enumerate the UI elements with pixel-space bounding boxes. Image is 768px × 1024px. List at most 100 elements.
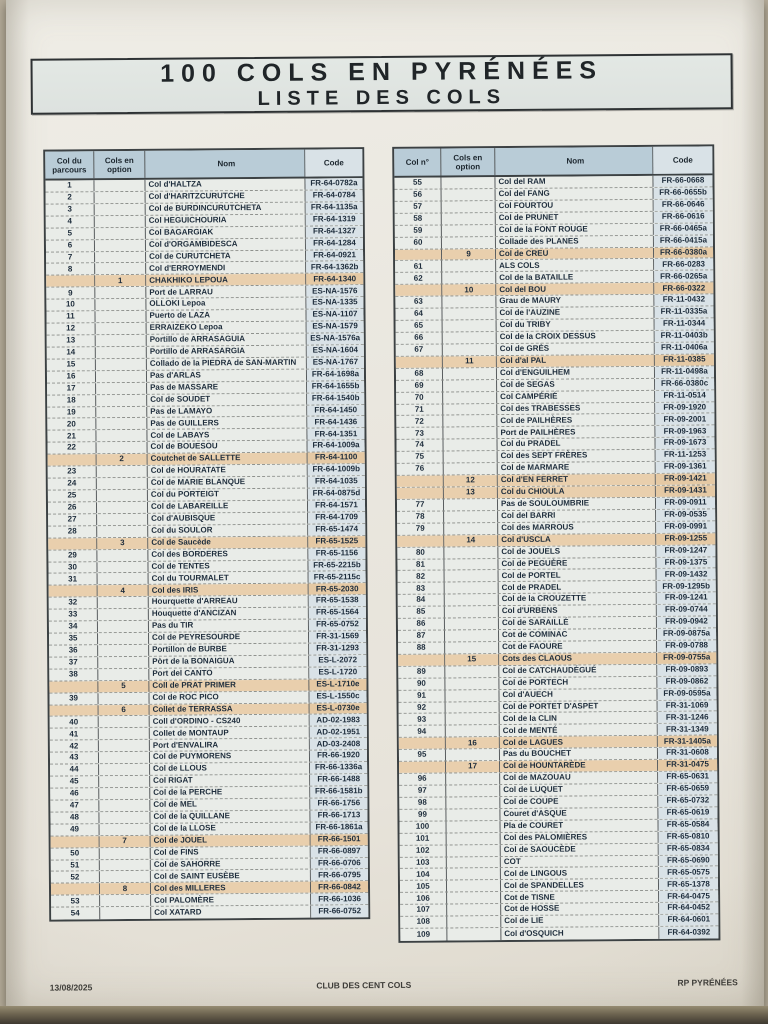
cell-code: FR-09-1431 — [655, 485, 715, 497]
table-body-left: 1 Col d'HALTZA FR-64-0782a 2 Col d'HARITZCUR… — [45, 178, 369, 920]
cell-code: FR-64-1035 — [307, 476, 365, 488]
cell-col-number: 2 — [45, 192, 95, 204]
cell-option: 13 — [443, 487, 498, 499]
cell-code: ES-NA-1576a — [306, 333, 364, 345]
cell-name: Col del BARRI — [498, 509, 657, 522]
cell-col-number: 21 — [47, 430, 97, 442]
cell-name: Col del FANG — [495, 187, 654, 200]
cell-name: Pas du BOUCHET — [499, 748, 659, 761]
cell-name: Col de LAGUES — [499, 736, 658, 749]
cell-code: FR-09-0744 — [656, 604, 716, 616]
cell-code: ES-L-1720 — [309, 666, 367, 679]
cell-col-number: 76 — [396, 463, 444, 475]
cell-name: Pas du TIR — [148, 619, 309, 632]
cell-option — [442, 332, 497, 344]
cell-option — [446, 785, 501, 797]
cell-option — [442, 272, 497, 284]
cell-code: FR-66-0322 — [654, 282, 714, 295]
cell-col-number: 86 — [397, 618, 445, 630]
cell-code: ES-L-0730e — [309, 702, 367, 715]
cell-col-number: 43 — [49, 752, 100, 764]
cell-option — [97, 549, 149, 561]
cell-col-number: 59 — [394, 225, 442, 237]
cell-option — [445, 689, 500, 702]
cell-col-number: 90 — [398, 678, 446, 690]
cell-code: ES-NA-1335 — [306, 297, 364, 309]
header-col-option: Cols en option — [94, 150, 146, 179]
cell-name: Coutchet de SALLETTE — [147, 452, 308, 465]
cell-name: Col RIGAT — [150, 774, 311, 787]
cell-option — [96, 489, 148, 502]
cell-code: FR-66-0283 — [654, 258, 714, 271]
cell-name: Col de MENTÉ — [499, 724, 658, 737]
cell-option — [96, 430, 148, 442]
cell-option — [94, 179, 146, 192]
cell-name: Col XATARD — [151, 905, 312, 920]
cell-option — [446, 856, 501, 868]
cell-code: FR-31-0475 — [658, 759, 718, 771]
cell-name: Cot de COMINAC — [498, 628, 658, 642]
cell-col-number: 46 — [50, 788, 100, 800]
cell-option — [441, 224, 496, 237]
cell-option — [98, 728, 150, 740]
cell-col-number: 39 — [49, 692, 99, 705]
cell-option — [95, 334, 147, 347]
cell-name: Col de la BATAILLE — [496, 271, 655, 284]
cell-code: FR-66-1756 — [310, 798, 368, 810]
cell-code: FR-11-0385 — [654, 354, 714, 366]
cell-option — [444, 594, 499, 606]
cell-option: 10 — [442, 284, 497, 296]
cell-code: FR-09-1295b — [656, 580, 716, 593]
cell-name: Col de la CROIX DESSUS — [496, 330, 655, 344]
cell-option — [443, 463, 498, 475]
cell-code: FR-64-0784 — [305, 190, 363, 202]
cell-code: FR-65-0631 — [658, 771, 718, 783]
cell-name: Col de GRÈS — [496, 342, 655, 355]
cell-option — [444, 606, 499, 618]
cell-option — [441, 200, 496, 213]
cell-col-number: 3 — [45, 204, 95, 216]
cell-option: 1 — [95, 275, 147, 287]
cell-option: 8 — [99, 883, 152, 895]
cell-name: Col de MARMARE — [497, 461, 656, 475]
cell-option — [446, 880, 502, 892]
cell-col-number — [50, 883, 101, 895]
page-footer: 13/08/2025 CLUB DES CENT COLS RP PYRÉNÉE… — [50, 977, 738, 992]
cell-code: FR-64-0392 — [659, 926, 719, 939]
cell-name: Col HEGUICHOURIA — [145, 214, 306, 227]
cell-code: FR-66-0706 — [310, 857, 368, 870]
cell-option — [99, 871, 151, 883]
cell-option — [444, 618, 499, 630]
cell-code: FR-64-1571 — [307, 500, 366, 512]
cell-name: Col de SAHORRE — [150, 858, 311, 871]
cell-name: Col de TENTES — [148, 560, 309, 573]
cell-name: Col d'OSQUICH — [501, 926, 660, 941]
cell-col-number: 63 — [395, 296, 443, 309]
cell-name: OLLOKI Lepoa — [146, 297, 307, 311]
cell-col-number: 107 — [400, 904, 448, 917]
cell-option — [442, 367, 498, 380]
cell-code: AD-02-1951 — [309, 726, 367, 738]
cell-option — [98, 716, 150, 728]
cell-name: Col PALOMÈRE — [151, 893, 312, 907]
cols-table-right: Col n° Cols en option Nom Code 55 Col del… — [392, 144, 721, 943]
document-subtitle: LISTE DES COLS — [257, 86, 507, 110]
cell-name: Pas de LAMAYO — [147, 405, 308, 418]
cell-code: FR-09-0755a — [657, 652, 717, 664]
cell-col-number: 92 — [398, 702, 446, 714]
cell-code: FR-09-0875a — [656, 628, 717, 640]
cell-option — [447, 892, 502, 904]
cell-name: Col d'URBENS — [498, 605, 657, 618]
cell-col-number: 37 — [49, 657, 99, 669]
cell-code: FR-64-1362b — [306, 261, 364, 273]
cell-code: FR-64-0875d — [307, 488, 365, 500]
cell-name: Col de LINGOUS — [500, 867, 659, 880]
cell-name: Col des IRIS — [148, 583, 309, 597]
cell-name: Col del BOU — [496, 283, 655, 296]
cell-name: Col de PEYRESOURDE — [149, 631, 310, 644]
cell-code: FR-64-0921 — [306, 249, 364, 262]
cell-option — [95, 346, 147, 359]
cell-option — [94, 227, 146, 239]
cell-col-number: 31 — [48, 573, 98, 585]
cell-name: Col de BURDINCURUTCHETA — [145, 202, 306, 215]
